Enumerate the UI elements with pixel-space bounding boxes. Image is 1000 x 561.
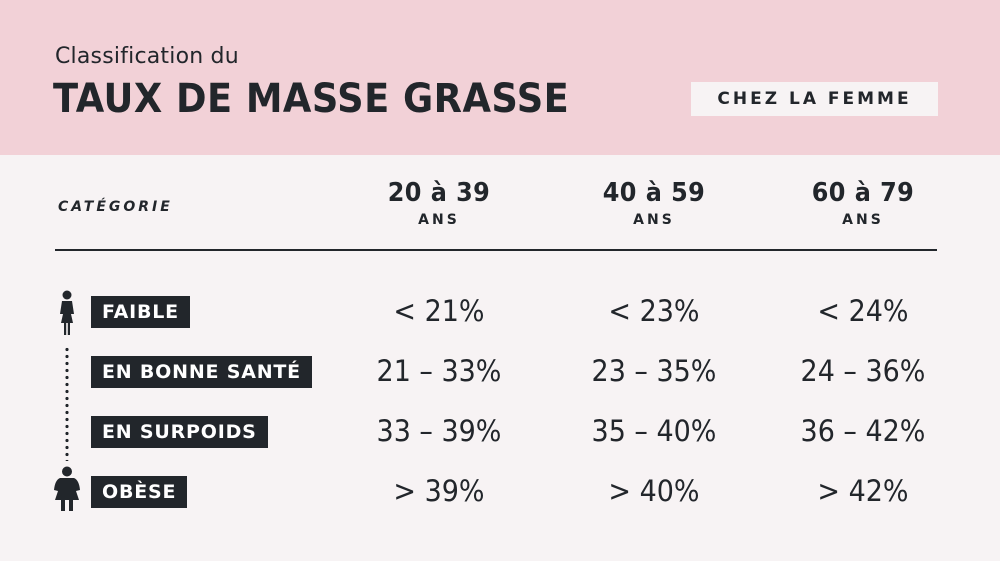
column-range: 20 à 39 <box>387 178 491 208</box>
category-label-bonne-sante: EN BONNE SANTÉ <box>91 356 312 388</box>
table-cell: > 40% <box>608 474 700 508</box>
column-header-40-59: 40 à 59 ANS <box>554 178 754 228</box>
column-header-60-79: 60 à 79 ANS <box>763 178 963 228</box>
table-cell: < 24% <box>817 294 909 328</box>
table-cell: 36 – 42% <box>800 414 926 448</box>
header-divider <box>55 249 937 251</box>
table-cell: 21 – 33% <box>376 354 502 388</box>
column-unit: ANS <box>633 212 675 228</box>
header-banner <box>0 0 1000 155</box>
table-cell: < 23% <box>608 294 700 328</box>
scale-dotted-line <box>65 346 69 461</box>
page-subtitle: Classification du <box>55 44 239 69</box>
column-unit: ANS <box>418 212 460 228</box>
slim-woman-icon <box>60 290 74 335</box>
category-label-faible: FAIBLE <box>91 296 190 328</box>
column-unit: ANS <box>842 212 884 228</box>
column-range: 60 à 79 <box>811 178 915 208</box>
page-title: TAUX DE MASSE GRASSE <box>53 76 570 122</box>
category-column-header: CATÉGORIE <box>58 199 173 215</box>
table-cell: 24 – 36% <box>800 354 926 388</box>
table-cell: > 42% <box>817 474 909 508</box>
table-cell: > 39% <box>393 474 485 508</box>
table-cell: < 21% <box>393 294 485 328</box>
gender-badge: CHEZ LA FEMME <box>691 82 938 116</box>
table-cell: 35 – 40% <box>591 414 717 448</box>
heavy-woman-icon <box>54 466 80 511</box>
category-label-surpoids: EN SURPOIDS <box>91 416 268 448</box>
table-cell: 23 – 35% <box>591 354 717 388</box>
column-header-20-39: 20 à 39 ANS <box>339 178 539 228</box>
category-label-obese: OBÈSE <box>91 476 188 508</box>
table-cell: 33 – 39% <box>376 414 502 448</box>
column-range: 40 à 59 <box>602 178 706 208</box>
